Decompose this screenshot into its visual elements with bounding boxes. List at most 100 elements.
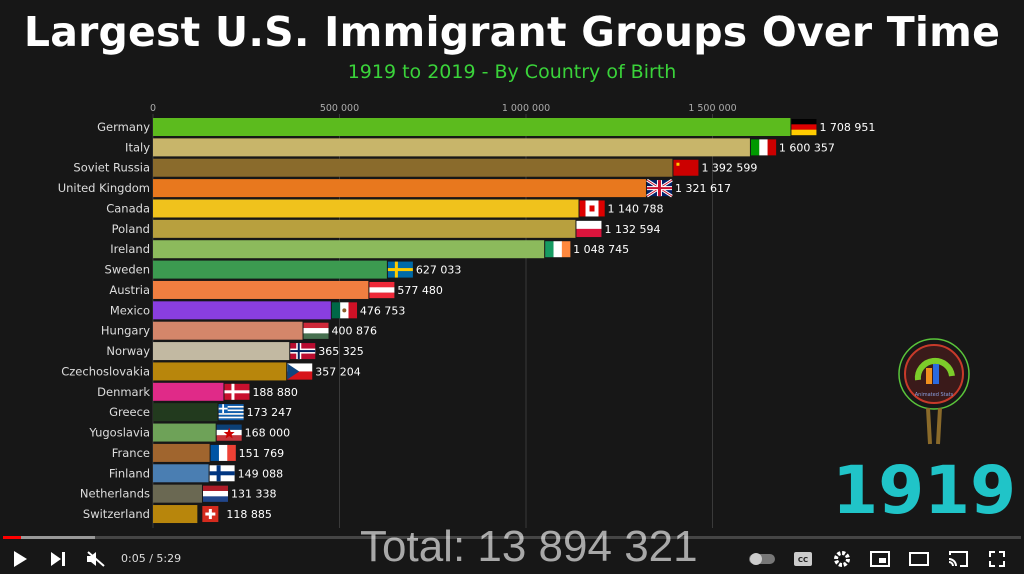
category-label: Switzerland — [83, 507, 150, 521]
year-label: 1919 — [832, 452, 1016, 529]
video-progress-bar[interactable] — [3, 536, 1021, 539]
value-label: 1 048 745 — [573, 243, 629, 256]
bar — [153, 301, 331, 320]
next-button[interactable] — [46, 548, 70, 570]
fullscreen-button[interactable] — [985, 548, 1009, 570]
total-label: Total: 13 894 321 — [360, 522, 698, 571]
switzerland-flag-icon — [202, 506, 219, 523]
bar — [153, 118, 791, 136]
value-label: 173 247 — [247, 406, 293, 419]
bar — [153, 280, 369, 299]
cast-icon — [948, 551, 968, 567]
autoplay-toggle-icon — [749, 553, 775, 565]
bar — [153, 443, 210, 462]
animated-stats-logo: Animated Stats — [898, 338, 970, 445]
buffered-bar — [3, 536, 95, 539]
hungary-flag-icon — [303, 322, 329, 339]
bar — [153, 321, 303, 340]
autoplay-toggle[interactable] — [748, 548, 776, 570]
bar — [153, 382, 224, 401]
svg-text:CC: CC — [798, 556, 808, 564]
value-label: 577 480 — [397, 284, 443, 297]
bar — [153, 484, 202, 503]
value-label: 188 880 — [252, 386, 298, 399]
netherlands-flag-icon — [202, 485, 228, 502]
category-label: Finland — [109, 466, 150, 480]
category-label: Italy — [125, 140, 150, 154]
chart-title: Largest U.S. Immigrant Groups Over Time — [23, 8, 1001, 56]
value-label: 1 708 951 — [819, 121, 875, 134]
settings-button[interactable] — [830, 548, 854, 570]
canada-flag-icon — [579, 200, 605, 217]
category-label: Poland — [112, 222, 150, 236]
category-label: France — [112, 446, 150, 460]
italy-flag-icon — [750, 139, 777, 156]
value-label: 1 321 617 — [675, 182, 731, 195]
value-label: 1 392 599 — [701, 162, 757, 175]
soviet-flag-icon — [673, 159, 699, 176]
bar — [153, 219, 576, 238]
captions-icon: CC — [794, 552, 812, 566]
settings-icon — [834, 551, 850, 567]
fullscreen-icon — [989, 551, 1005, 567]
category-label: United Kingdom — [58, 181, 150, 195]
theater-icon — [909, 552, 929, 566]
mute-icon — [87, 551, 105, 567]
category-label: Greece — [109, 405, 150, 419]
czechoslovakia-flag-icon — [287, 363, 313, 380]
x-tick-label: 1 500 000 — [688, 103, 736, 114]
value-label: 1 600 357 — [779, 141, 835, 154]
uk-flag-icon — [646, 178, 673, 198]
play-icon — [14, 551, 27, 567]
bar — [153, 240, 545, 259]
poland-flag-icon — [576, 220, 602, 238]
sweden-flag-icon — [387, 261, 413, 278]
play-button[interactable] — [8, 548, 32, 570]
category-label: Netherlands — [80, 487, 150, 501]
bar — [153, 260, 387, 279]
captions-button[interactable]: CC — [791, 548, 815, 570]
finland-flag-icon — [209, 465, 235, 482]
france-flag-icon — [210, 444, 236, 461]
category-label: Germany — [97, 120, 150, 134]
value-label: 168 000 — [245, 427, 291, 440]
bar — [153, 138, 750, 157]
bar — [153, 199, 579, 218]
category-label: Soviet Russia — [73, 161, 150, 175]
value-label: 357 204 — [315, 365, 361, 378]
ireland-flag-icon — [545, 241, 571, 258]
bar — [153, 423, 216, 442]
category-label: Denmark — [97, 385, 150, 399]
bar — [153, 362, 287, 381]
norway-flag-icon — [290, 343, 316, 360]
mexico-flag-icon — [331, 302, 358, 319]
category-label: Austria — [109, 283, 150, 297]
played-bar — [3, 536, 21, 539]
value-label: 365 325 — [318, 345, 364, 358]
denmark-flag-icon — [224, 383, 250, 400]
next-icon — [51, 552, 65, 566]
category-label: Norway — [106, 344, 150, 358]
category-label: Yugoslavia — [88, 426, 150, 440]
miniplayer-button[interactable] — [868, 548, 892, 570]
category-label: Sweden — [105, 263, 150, 277]
time-display: 0:05 / 5:29 — [121, 552, 182, 565]
bar — [153, 403, 218, 422]
value-label: 1 132 594 — [604, 223, 660, 236]
chart-subtitle: 1919 to 2019 - By Country of Birth — [347, 61, 677, 83]
value-label: 400 876 — [332, 325, 378, 338]
category-label: Czechoslovakia — [61, 364, 150, 378]
theater-button[interactable] — [907, 548, 931, 570]
value-label: 118 885 — [226, 508, 272, 521]
cast-button[interactable] — [946, 548, 970, 570]
x-tick-label: 500 000 — [320, 103, 359, 114]
bar — [153, 179, 646, 198]
category-label: Ireland — [110, 242, 150, 256]
mute-button[interactable] — [84, 548, 108, 570]
yugoslavia-flag-icon — [216, 424, 242, 441]
category-label: Mexico — [110, 303, 150, 317]
x-tick-label: 0 — [150, 103, 156, 114]
bar — [153, 158, 673, 177]
bar — [153, 505, 198, 524]
